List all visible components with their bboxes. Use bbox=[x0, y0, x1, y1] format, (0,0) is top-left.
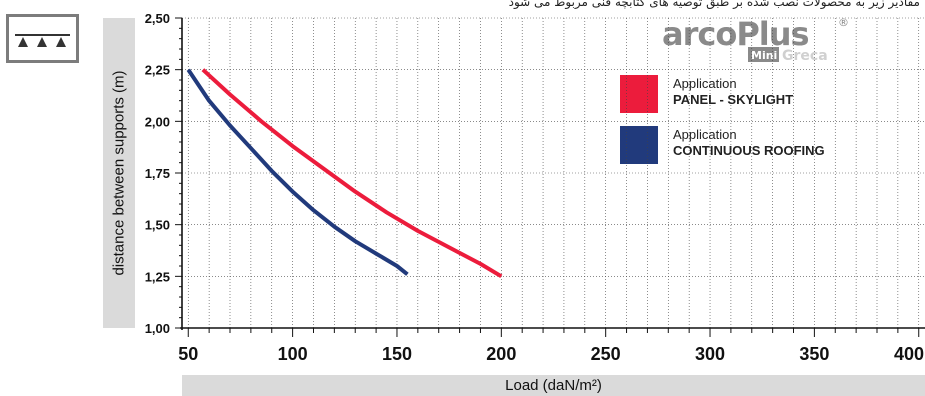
logo-registered-mark: ® bbox=[838, 16, 849, 29]
y-tick-label: 1,50 bbox=[145, 218, 170, 233]
y-tick-label: 2,00 bbox=[145, 114, 170, 129]
header-note: مقادیر زیر به محصولات نصب شده بر طبق توص… bbox=[508, 0, 920, 9]
x-axis-label: Load (daN/m²) bbox=[505, 377, 602, 394]
logo-brand-text: arcoPlus bbox=[662, 15, 809, 53]
x-tick-label: 100 bbox=[278, 344, 308, 364]
logo-sub-mini: Mini bbox=[751, 49, 777, 62]
series-line-continuous-roofing bbox=[186, 68, 409, 276]
y-axis-label-band bbox=[103, 18, 135, 328]
y-tick-label: 1,00 bbox=[145, 321, 170, 336]
x-tick-label: 50 bbox=[178, 344, 198, 364]
y-tick-label: 2,50 bbox=[145, 11, 170, 26]
y-tick-label: 2,25 bbox=[145, 63, 170, 78]
x-tick-label: 250 bbox=[591, 344, 621, 364]
y-tick-label: 1,25 bbox=[145, 269, 170, 284]
x-tick-label: 300 bbox=[695, 344, 725, 364]
x-tick-label: 400 bbox=[894, 344, 924, 364]
x-axis-label-band: Load (daN/m²) bbox=[182, 375, 925, 396]
legend-label-main: CONTINUOUS ROOFING bbox=[673, 143, 825, 158]
series-line-panel-skylight bbox=[201, 68, 503, 279]
x-tick-label: 150 bbox=[382, 344, 412, 364]
x-tick-label: 200 bbox=[486, 344, 516, 364]
x-tick-label: 350 bbox=[799, 344, 829, 364]
y-tick-label: 1,75 bbox=[145, 166, 170, 181]
legend-label-main: PANEL - SKYLIGHT bbox=[673, 92, 794, 107]
roof-supports-icon bbox=[6, 14, 79, 63]
